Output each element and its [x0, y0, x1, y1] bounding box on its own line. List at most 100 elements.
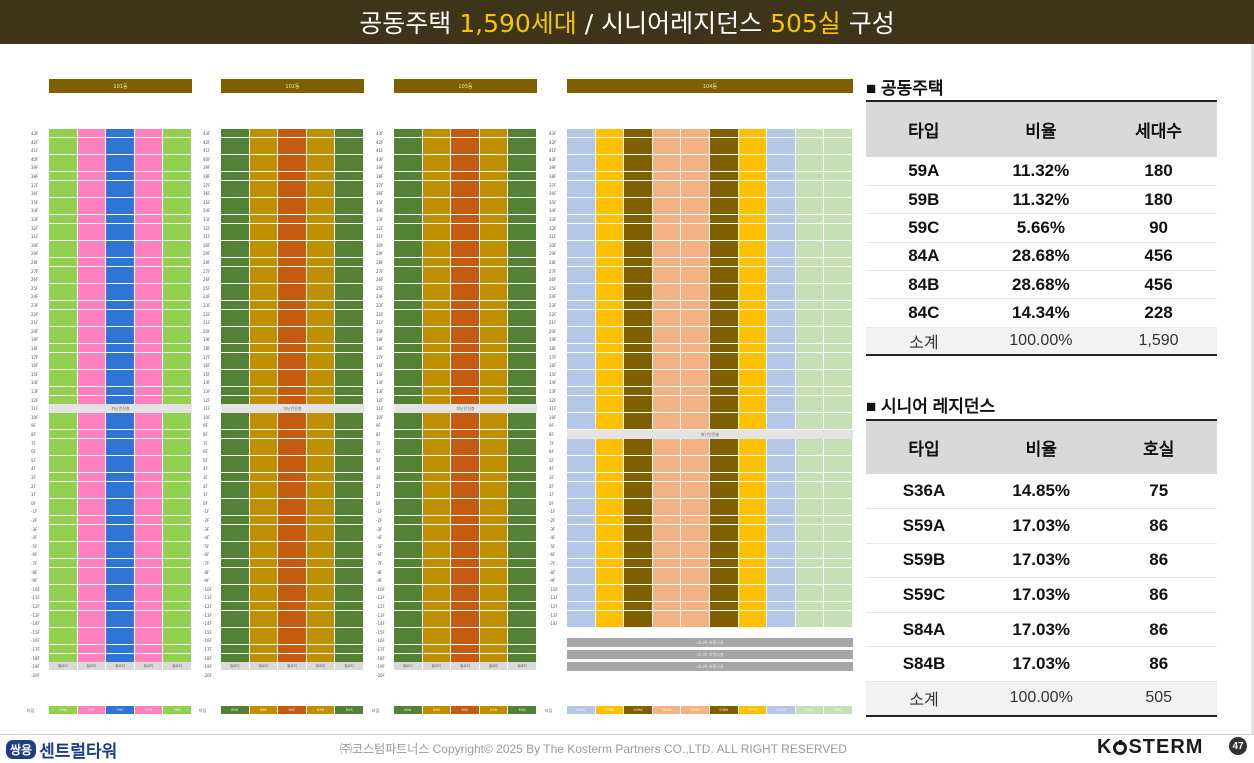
unit-row	[49, 490, 192, 499]
unit-cell	[306, 490, 335, 499]
unit-cell	[709, 258, 738, 266]
unit-cell	[422, 352, 451, 361]
floor-label: 20F	[376, 328, 384, 334]
logo-o-icon	[1113, 739, 1128, 755]
unit-cell	[249, 438, 278, 447]
unit-cell	[508, 283, 536, 292]
unit-cell	[624, 249, 652, 258]
unit-cell	[77, 369, 106, 378]
unit-cell	[106, 602, 134, 610]
unit-cell	[681, 559, 709, 567]
table-cell: 228	[1100, 298, 1217, 328]
unit-cell	[249, 249, 278, 258]
pilotis-cell: 필로티	[77, 662, 106, 671]
unit-row	[49, 567, 192, 577]
unit-cell	[249, 275, 278, 284]
floor-label: 24F	[203, 294, 211, 300]
unit-cell	[278, 163, 306, 172]
unit-row	[567, 498, 853, 508]
unit-cell	[221, 412, 249, 421]
unit-cell	[767, 404, 795, 413]
unit-cell	[278, 455, 306, 464]
unit-row	[221, 559, 364, 568]
unit-cell	[249, 412, 278, 421]
unit-cell	[479, 301, 508, 309]
floor-label: -9F	[203, 578, 210, 584]
unit-cell	[479, 490, 508, 499]
unit-cell	[795, 206, 824, 215]
unit-cell	[163, 507, 191, 516]
unit-cell	[652, 559, 681, 567]
unit-row	[49, 301, 192, 310]
unit-cell	[221, 129, 249, 137]
unit-cell	[249, 584, 278, 593]
unit-row	[394, 352, 537, 362]
unit-row	[221, 344, 364, 353]
unit-cell	[278, 473, 306, 481]
unit-cell	[709, 352, 738, 361]
unit-cell	[709, 335, 738, 344]
unit-cell	[278, 550, 306, 559]
unit-cell	[479, 576, 508, 585]
table-total-cell: 100.00%	[981, 681, 1101, 717]
floor-label: -3F	[376, 526, 383, 532]
unit-row	[567, 421, 853, 430]
unit-row	[49, 335, 192, 344]
floor-label: -20F	[203, 672, 212, 678]
unit-cell	[824, 197, 852, 206]
unit-cell	[134, 524, 163, 533]
unit-cell	[163, 275, 191, 284]
unit-cell	[306, 541, 335, 550]
floor-label: 6F	[31, 449, 36, 455]
unit-cell	[738, 369, 767, 378]
unit-cell	[49, 275, 77, 284]
unit-row	[394, 223, 537, 233]
unit-cell	[335, 223, 363, 232]
unit-cell	[824, 464, 852, 473]
floor-label: 21F	[376, 320, 384, 326]
table-cell: S84B	[866, 646, 982, 683]
unit-cell	[652, 507, 681, 516]
floor-label: 18F	[549, 346, 557, 351]
unit-cell	[49, 636, 77, 645]
unit-cell	[709, 240, 738, 249]
unit-cell	[451, 378, 479, 387]
unit-cell	[767, 559, 795, 567]
unit-cell	[134, 137, 163, 146]
unit-row	[394, 283, 537, 293]
unit-cell	[508, 335, 536, 344]
unit-cell	[278, 215, 306, 223]
unit-row	[567, 455, 853, 465]
unit-row	[49, 455, 192, 465]
unit-cell	[824, 275, 852, 284]
unit-cell	[394, 610, 422, 619]
unit-cell	[824, 146, 852, 155]
unit-cell	[335, 369, 363, 378]
unit-row	[567, 369, 853, 379]
unit-cell	[134, 283, 163, 292]
unit-cell	[49, 129, 77, 137]
unit-cell	[221, 154, 249, 163]
unit-row	[49, 610, 192, 620]
table-cell: 17.03%	[981, 508, 1101, 544]
unit-cell	[451, 507, 479, 516]
unit-cell	[681, 387, 709, 395]
unit-cell	[306, 421, 335, 430]
unit-cell	[479, 438, 508, 447]
unit-cell	[249, 507, 278, 516]
unit-cell	[567, 464, 595, 473]
unit-cell	[709, 584, 738, 593]
unit-cell	[134, 636, 163, 645]
unit-cell	[106, 593, 134, 602]
unit-cell	[652, 550, 681, 559]
unit-cell	[49, 387, 77, 395]
unit-cell	[249, 498, 278, 507]
unit-cell	[134, 490, 163, 499]
unit-cell	[77, 473, 106, 481]
unit-row	[221, 172, 364, 181]
unit-cell	[77, 172, 106, 180]
unit-row	[49, 498, 192, 508]
unit-row	[221, 550, 364, 559]
unit-cell	[595, 326, 624, 335]
unit-cell	[624, 524, 652, 533]
